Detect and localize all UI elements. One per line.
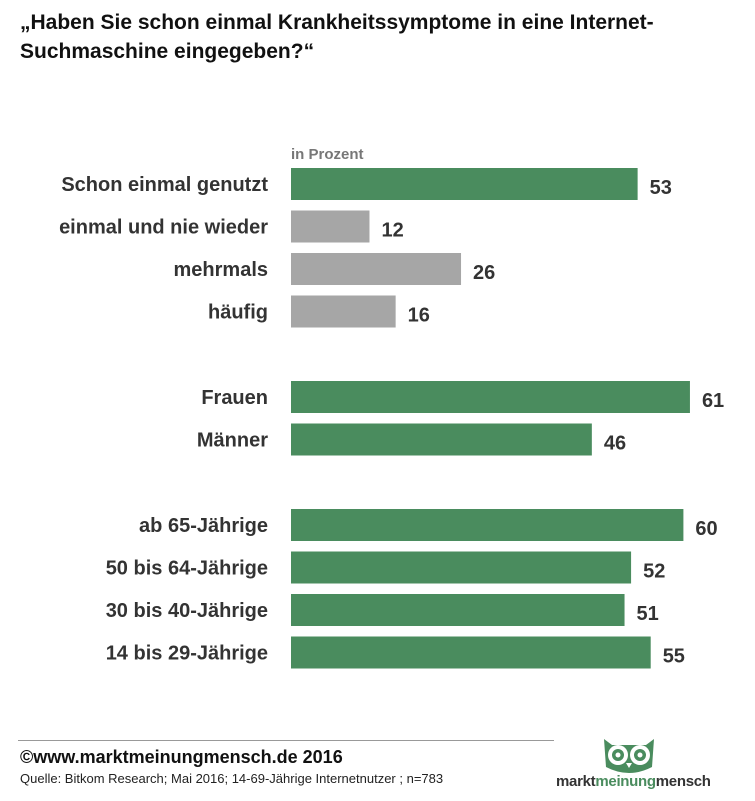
bar-8 (291, 594, 625, 626)
bar-6 (291, 509, 684, 541)
category-label: Männer (197, 430, 268, 452)
logo-wordmark: marktmeinungmensch (556, 773, 711, 790)
bar-3 (291, 295, 396, 328)
category-label: einmal und nie wieder (59, 217, 268, 239)
bar-5 (291, 423, 592, 456)
value-label: 55 (663, 646, 685, 668)
bar-chart: Schon einmal genutzt 53 einmal und nie wie… (59, 168, 724, 669)
value-label: 26 (473, 262, 495, 284)
bar-0 (291, 168, 638, 200)
value-label: 61 (702, 390, 724, 412)
value-label: 52 (643, 561, 665, 583)
value-label: 53 (650, 177, 672, 199)
category-label: Frauen (201, 387, 268, 409)
value-label: 16 (408, 305, 430, 327)
category-label: 14 bis 29-Jährige (106, 643, 268, 665)
brand-logo: marktmeinungmensch (556, 733, 726, 795)
bar-1 (291, 210, 370, 243)
bar-7 (291, 551, 632, 584)
category-label: häufig (208, 302, 268, 324)
category-label: mehrmals (174, 259, 269, 281)
value-label: 51 (637, 603, 659, 625)
owl-icon (604, 739, 654, 773)
bar-2 (291, 253, 462, 285)
category-label: 30 bis 40-Jährige (106, 600, 268, 622)
unit-label: in Prozent (291, 146, 364, 163)
value-label: 46 (604, 433, 626, 455)
category-label: ab 65-Jährige (139, 515, 268, 537)
bar-9 (291, 636, 651, 669)
chart-title: „Haben Sie schon einmal Krankheitssympto… (20, 11, 654, 63)
copyright-text: ©www.marktmeinungmensch.de 2016 (20, 747, 343, 767)
footer-divider (18, 740, 554, 741)
value-label: 60 (695, 518, 717, 540)
category-label: 50 bis 64-Jährige (106, 558, 268, 580)
category-label: Schon einmal genutzt (61, 174, 268, 196)
value-label: 12 (381, 220, 403, 242)
bar-4 (291, 381, 690, 413)
source-note: Quelle: Bitkom Research; Mai 2016; 14-69… (20, 771, 444, 786)
